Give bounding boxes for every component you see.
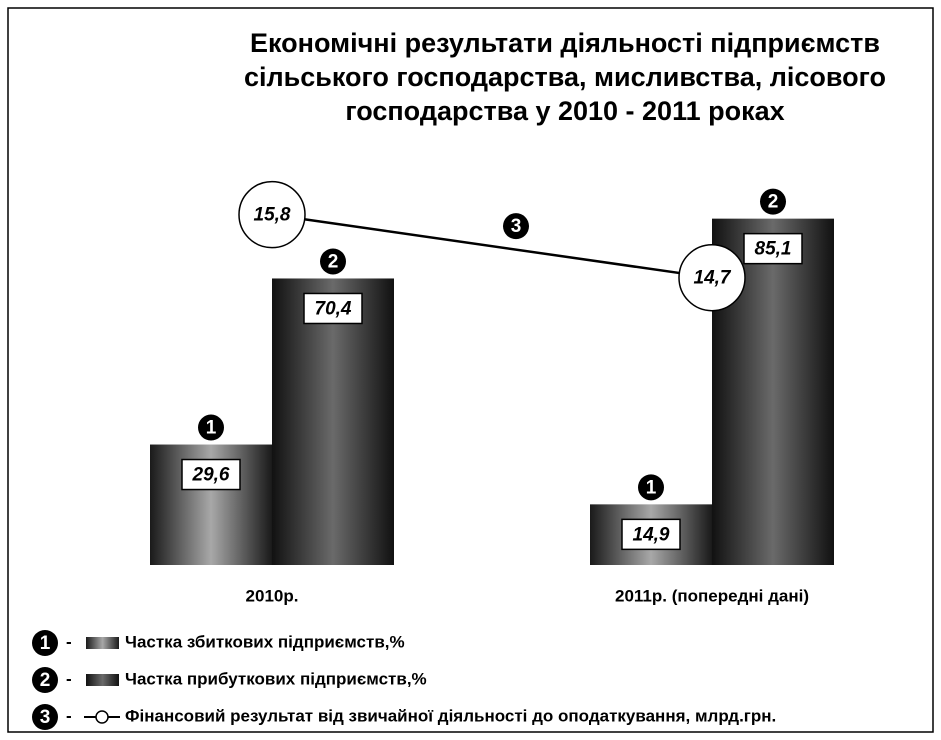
x-tick-label: 2011р. (попередні дані)	[615, 586, 809, 605]
legend-swatch	[86, 674, 119, 686]
series-marker-label: 3	[40, 707, 51, 728]
value-label: 14,7	[694, 268, 732, 289]
legend-separator: -	[66, 632, 72, 651]
value-label-box	[743, 232, 803, 265]
series-marker	[32, 630, 58, 656]
series-marker	[32, 704, 58, 730]
value-label-box	[303, 292, 363, 325]
series-marker	[503, 213, 529, 240]
series-marker-label: 1	[646, 477, 657, 498]
series-marker-label: 1	[40, 633, 51, 654]
value-label: 70,4	[315, 298, 352, 319]
legend-label: Частка прибуткових підприємств,%	[125, 669, 427, 688]
legend-swatch-point	[95, 710, 109, 724]
value-label: 85,1	[755, 239, 792, 260]
value-label: 14,9	[633, 524, 670, 545]
series-marker-label: 2	[328, 251, 339, 272]
x-tick-label: 2010р.	[246, 586, 299, 605]
line-point	[678, 243, 746, 312]
series-marker	[198, 414, 224, 441]
line	[271, 213, 713, 279]
series-marker-label: 2	[40, 670, 51, 691]
legend-swatch	[86, 637, 119, 649]
legend-label: Фінансовий результат від звичайної діяль…	[125, 706, 776, 725]
series-marker	[638, 474, 664, 501]
series-marker	[32, 667, 58, 693]
legend-label: Частка збиткових підприємств,%	[125, 632, 405, 651]
series-marker-label: 1	[206, 418, 217, 439]
value-label-box	[621, 518, 681, 551]
bar	[272, 278, 394, 565]
series-marker	[320, 248, 346, 275]
line-point	[238, 180, 306, 249]
legend-separator: -	[66, 669, 72, 688]
chart-title: сільського господарства, мисливства, ліс…	[244, 62, 886, 92]
value-label: 29,6	[192, 465, 230, 486]
series-marker-label: 2	[768, 192, 779, 213]
series-marker-label: 3	[511, 216, 522, 237]
value-label-box	[181, 458, 241, 491]
legend-separator: -	[66, 706, 72, 725]
chart-title: Економічні результати діяльності підприє…	[250, 28, 880, 58]
series-marker	[760, 188, 786, 215]
value-label: 15,8	[254, 205, 291, 226]
chart-title: господарства у 2010 - 2011 роках	[345, 96, 784, 126]
